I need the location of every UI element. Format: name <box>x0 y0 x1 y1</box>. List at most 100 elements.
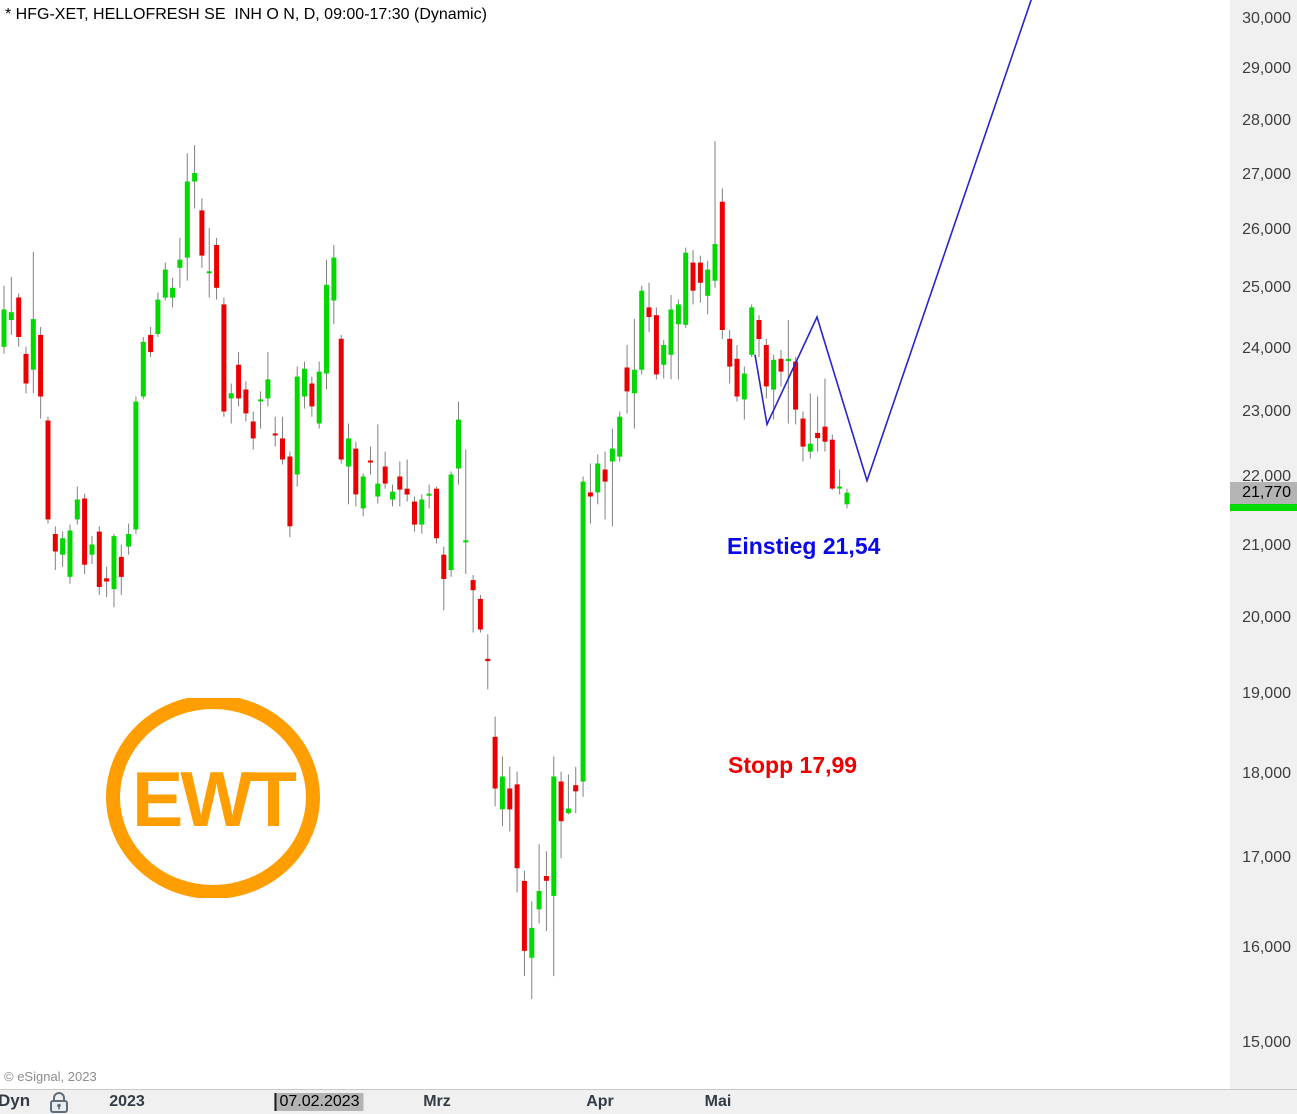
candle-body-down <box>485 658 491 662</box>
candle-body-up <box>529 927 535 958</box>
candle-body-up <box>302 368 307 397</box>
candle-body-up <box>499 776 505 810</box>
candle-body-down <box>148 334 154 353</box>
lock-icon[interactable] <box>46 1090 72 1114</box>
candle-body-up <box>126 534 132 547</box>
candle-body-up <box>346 438 351 467</box>
price-axis[interactable]: 21,770 30,000 29,000 28,000 27,000 26,000 25,… <box>1230 0 1297 1089</box>
candle-body-up <box>133 401 139 530</box>
candle-body-down <box>727 338 733 367</box>
candle-body-up <box>741 373 747 400</box>
candle-body-down <box>793 361 799 410</box>
candle-body-down <box>23 353 29 384</box>
price-tick-label: 20,000 <box>1242 609 1291 626</box>
last-price-label: 21,770 <box>1230 482 1297 504</box>
candle-body-up <box>111 536 117 590</box>
price-tick-label: 30,000 <box>1242 10 1291 27</box>
candle-body-down <box>16 297 22 337</box>
candle-body-up <box>807 443 813 452</box>
candle-body-down <box>82 498 88 565</box>
candle-body-down <box>624 367 630 392</box>
candle-body-up <box>316 371 322 424</box>
candle-body-down <box>397 476 403 490</box>
ewt-logo-ring <box>106 698 320 898</box>
candle-body-down <box>587 492 593 497</box>
time-axis-label: 2023 <box>109 1093 145 1110</box>
candle-body-up <box>463 540 469 543</box>
candle-body-down <box>653 315 659 375</box>
candle-body-up <box>419 499 425 525</box>
price-tick-label: 19,000 <box>1242 685 1291 702</box>
candle-body-down <box>52 534 58 552</box>
candle-body-down <box>778 358 784 372</box>
candle-body-up <box>426 493 432 496</box>
candle-body-up <box>595 463 601 493</box>
candle-body-down <box>404 488 410 495</box>
candle-body-up <box>844 492 850 505</box>
candle-body-down <box>434 488 439 539</box>
candle-body-up <box>155 299 161 334</box>
candle-body-up <box>331 257 337 301</box>
candle-body-down <box>829 439 835 489</box>
candle-body-up <box>565 808 571 814</box>
copyright-text: © eSignal, 2023 <box>4 1069 97 1084</box>
candle-body-up <box>771 359 777 390</box>
candle-body-down <box>719 201 725 330</box>
stop-annotation[interactable]: Stopp 17,99 <box>728 752 858 778</box>
candle-body-down <box>734 358 740 397</box>
candle-body-down <box>38 334 44 397</box>
candlestick-chart[interactable] <box>0 0 1230 1089</box>
candle-body-down <box>646 307 652 317</box>
projection-zigzag-line[interactable] <box>754 0 1033 484</box>
date-marker-box[interactable]: 07.02.2023 <box>274 1093 364 1111</box>
candle-body-up <box>785 358 791 361</box>
candle-body-down <box>756 320 762 340</box>
candle-body-up <box>675 304 681 325</box>
candle-body-up <box>712 244 718 281</box>
price-tick-label: 21,000 <box>1242 537 1291 554</box>
candle-body-down <box>602 469 608 482</box>
candle-body-down <box>104 578 110 582</box>
dynamic-mode-button[interactable]: Dyn <box>0 1091 31 1110</box>
price-tick-label: 16,000 <box>1242 939 1291 956</box>
price-tick-label: 22,000 <box>1242 468 1291 485</box>
candle-body-down <box>338 338 344 460</box>
candle-body-up <box>184 181 190 258</box>
price-tick-label: 18,000 <box>1242 765 1291 782</box>
candle-body-down <box>477 598 483 630</box>
candle-body-up <box>206 271 212 274</box>
candle-body-up <box>705 269 711 296</box>
candle-body-down <box>118 556 124 577</box>
candle-body-down <box>543 876 549 881</box>
candle-body-up <box>140 341 146 397</box>
candle-body-down <box>492 736 498 789</box>
candle-body-down <box>214 245 220 288</box>
time-axis-bar: Dyn 2023 07.02.2023 Mrz Apr Mai <box>0 1089 1297 1114</box>
price-tick-label: 26,000 <box>1242 221 1291 238</box>
candle-body-down <box>507 788 513 810</box>
candle-body-up <box>448 474 454 570</box>
candle-body-up <box>390 491 395 500</box>
candle-body-up <box>170 287 176 298</box>
candle-body-up <box>551 776 557 896</box>
time-axis-label: Mrz <box>423 1093 451 1110</box>
candle-body-down <box>558 781 564 822</box>
candle-body-down <box>287 456 293 527</box>
candle-body-up <box>74 499 80 520</box>
time-axis-label: Apr <box>586 1093 614 1110</box>
candle-body-up <box>60 538 66 555</box>
candle-body-down <box>382 466 388 484</box>
candle-body-down <box>514 784 520 869</box>
candle-body-down <box>309 383 315 407</box>
candle-body-up <box>683 252 689 325</box>
candle-body-up <box>8 312 14 320</box>
price-tick-label: 17,000 <box>1242 849 1291 866</box>
last-price-marker <box>1230 504 1297 511</box>
candle-body-up <box>294 376 300 475</box>
candle-body-down <box>441 554 447 579</box>
candle-body-up <box>668 309 674 355</box>
candle-body-up <box>661 345 667 365</box>
entry-annotation[interactable]: Einstieg 21,54 <box>727 533 881 559</box>
candle-body-down <box>96 531 102 587</box>
candle-body-up <box>609 448 615 462</box>
